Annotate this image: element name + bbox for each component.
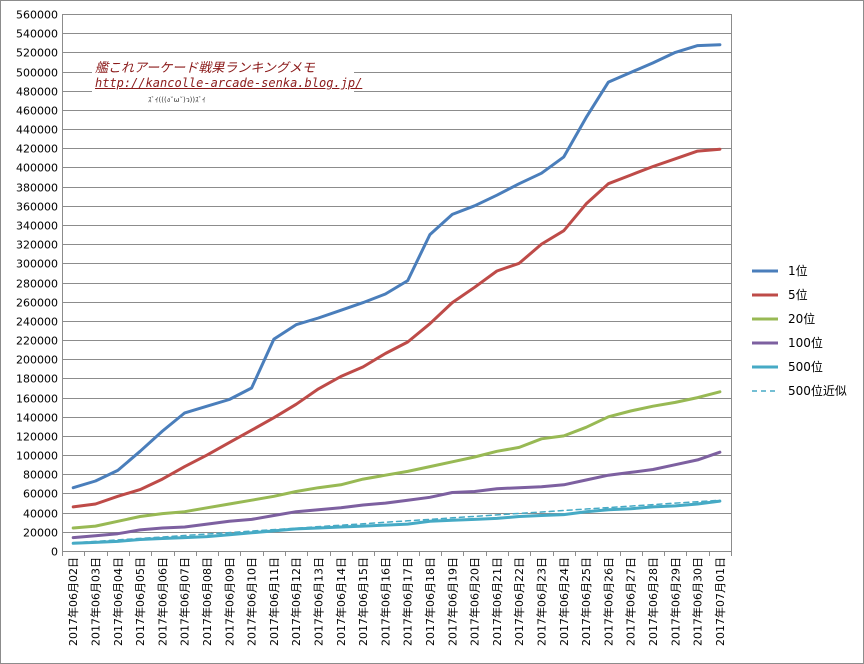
x-tick-label: 2017年06月30日 [691, 557, 705, 646]
y-tick-label: 380000 [16, 182, 58, 195]
x-tick-label: 2017年06月17日 [401, 557, 415, 646]
x-tick-label: 2017年06月03日 [88, 557, 102, 646]
y-tick-label: 160000 [16, 393, 58, 406]
y-tick-label: 280000 [16, 278, 58, 291]
y-tick-label: 0 [51, 546, 58, 559]
y-tick-label: 520000 [16, 47, 58, 60]
y-tick-label: 480000 [16, 86, 58, 99]
grid-lines [62, 14, 732, 552]
series-line [71, 43, 722, 490]
x-tick-label: 2017年06月12日 [289, 557, 303, 646]
legend-label: 20位 [788, 311, 815, 326]
y-tick-label: 540000 [16, 28, 58, 41]
y-tick-label: 260000 [16, 297, 58, 310]
x-tick-label: 2017年06月22日 [512, 557, 526, 646]
x-tick-label: 2017年06月18日 [423, 557, 437, 646]
x-tick-label: 2017年06月21日 [490, 557, 504, 646]
x-tick-label: 2017年06月14日 [334, 557, 348, 646]
x-tick-label: 2017年06月04日 [111, 557, 125, 646]
y-tick-label: 460000 [16, 105, 58, 118]
x-tick-label: 2017年06月23日 [534, 557, 548, 646]
y-tick-label: 180000 [16, 373, 58, 386]
legend-label: 500位近似 [788, 383, 847, 398]
x-tick-label: 2017年06月06日 [155, 557, 169, 646]
x-tick-label: 2017年06月25日 [579, 557, 593, 646]
legend-label: 500位 [788, 359, 823, 374]
x-tick-label: 2017年06月20日 [468, 557, 482, 646]
series-lines [71, 43, 722, 545]
y-tick-label: 240000 [16, 316, 58, 329]
y-tick-label: 200000 [16, 354, 58, 367]
x-tick-label: 2017年06月09日 [222, 557, 236, 646]
y-tick-label: 500000 [16, 67, 58, 80]
y-tick-label: 420000 [16, 143, 58, 156]
x-tick-label: 2017年06月15日 [356, 557, 370, 646]
y-tick-label: 140000 [16, 412, 58, 425]
x-tick-label: 2017年06月05日 [133, 557, 147, 646]
y-tick-label: 20000 [23, 527, 58, 540]
x-tick-label: 2017年06月24日 [557, 557, 571, 646]
y-axis: 0 20000 40000 60000 80000 100000 120000 140000 1… [16, 9, 58, 559]
x-tick-label: 2017年06月16日 [378, 557, 392, 646]
legend-label: 1位 [788, 263, 808, 278]
y-tick-label: 80000 [23, 469, 58, 482]
x-tick-label: 2017年06月26日 [601, 557, 615, 646]
legend-label: 5位 [788, 287, 808, 302]
legend-label: 100位 [788, 335, 823, 350]
y-tick-label: 400000 [16, 162, 58, 175]
x-tick-label: 2017年06月10日 [245, 557, 259, 646]
series-line [71, 147, 722, 509]
y-tick-label: 120000 [16, 431, 58, 444]
x-tick-label: 2017年06月02日 [66, 557, 80, 646]
y-tick-label: 320000 [16, 239, 58, 252]
y-tick-label: 100000 [16, 450, 58, 463]
x-axis: 2017年06月02日 2017年06月03日 2017年06月04日 2017年06… [62, 551, 732, 646]
watermark-title: 艦これアーケード戦果ランキングメモ [95, 61, 315, 76]
y-tick-label: 300000 [16, 258, 58, 271]
legend: 1位 5位 20位 100位 500位 500位近似 [752, 263, 847, 398]
y-tick-label: 560000 [16, 9, 58, 22]
watermark-kaomoji: ｽﾞｲ(((ง˘ω˘)ว))ｽﾞｲ [148, 96, 206, 104]
y-tick-label: 440000 [16, 124, 58, 137]
y-tick-label: 220000 [16, 335, 58, 348]
y-tick-label: 360000 [16, 201, 58, 214]
x-tick-label: 2017年07月01日 [713, 557, 727, 646]
series-line [72, 499, 721, 544]
series-line [71, 390, 722, 530]
x-tick-label: 2017年06月08日 [200, 557, 214, 646]
y-tick-label: 40000 [23, 508, 58, 521]
series-line [71, 499, 722, 545]
x-tick-label: 2017年06月19日 [445, 557, 459, 646]
blog-watermark: 艦これアーケード戦果ランキングメモ http://kancolle-arcade… [92, 55, 362, 107]
x-tick-label: 2017年06月13日 [311, 557, 325, 646]
watermark-url[interactable]: http://kancolle-arcade-senka.blog.jp/ [95, 76, 363, 90]
x-tick-label: 2017年06月27日 [624, 557, 638, 646]
x-tick-label: 2017年06月11日 [267, 557, 281, 646]
y-tick-label: 340000 [16, 220, 58, 233]
x-tick-label: 2017年06月28日 [646, 557, 660, 646]
x-tick-label: 2017年06月07日 [178, 557, 192, 646]
y-tick-label: 60000 [23, 488, 58, 501]
x-tick-label: 2017年06月29日 [668, 557, 682, 646]
series-line [71, 450, 722, 540]
